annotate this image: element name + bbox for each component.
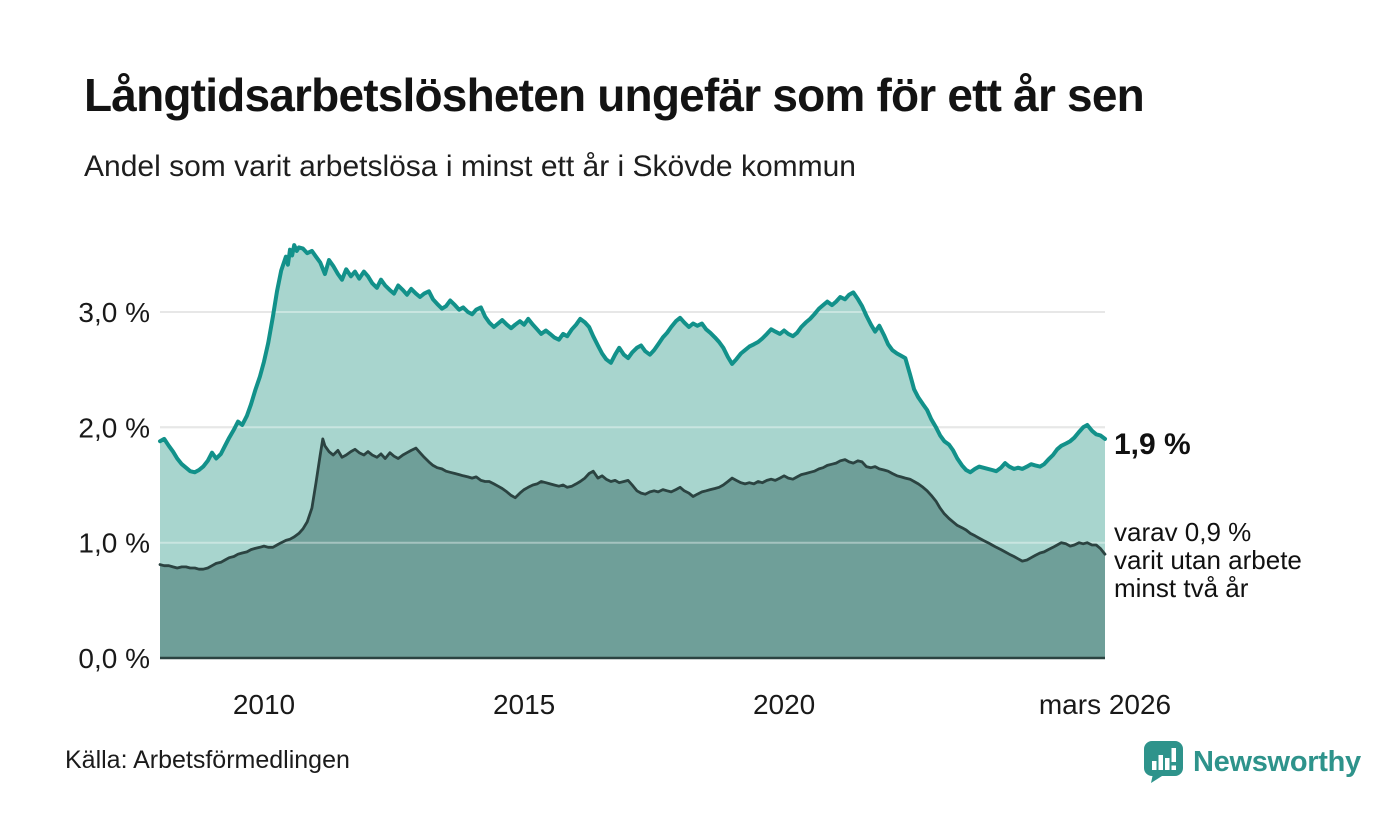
two-year-line xyxy=(158,437,1107,571)
newsworthy-logo-icon xyxy=(1144,740,1183,783)
two-year-note-line: minst två år xyxy=(1114,573,1249,603)
logo-exclamation-dot-icon xyxy=(1171,765,1176,770)
logo-bar-icon xyxy=(1158,754,1163,770)
one-year-line xyxy=(158,243,1107,475)
two-year-note: varav 0,9 % varit utan arbete minst två … xyxy=(1114,518,1302,602)
two-year-area xyxy=(160,438,1105,658)
logo-bar-icon xyxy=(1152,760,1157,770)
two-year-note-line: varit utan arbete xyxy=(1114,545,1302,575)
page-title: Långtidsarbetslösheten ungefär som för e… xyxy=(84,69,1145,121)
page-subtitle: Andel som varit arbetslösa i minst ett å… xyxy=(84,150,856,183)
logo-exclamation-icon xyxy=(1171,747,1176,762)
x-tick-label: mars 2026 xyxy=(1039,689,1171,720)
brand-name: Newsworthy xyxy=(1193,745,1361,778)
source-note: Källa: Arbetsförmedlingen xyxy=(65,746,350,774)
newsworthy-brand: Newsworthy xyxy=(1144,740,1361,784)
two-year-note-line: varav 0,9 % xyxy=(1114,517,1252,547)
x-tick-label: 2010 xyxy=(233,689,295,720)
logo-bar-icon xyxy=(1165,757,1170,770)
y-tick-label: 2,0 % xyxy=(78,412,150,443)
x-tick-label: 2020 xyxy=(753,689,815,720)
y-tick-label: 0,0 % xyxy=(78,643,150,674)
y-tick-label: 1,0 % xyxy=(78,528,150,559)
y-tick-label: 3,0 % xyxy=(78,297,150,328)
latest-value-label: 1,9 % xyxy=(1114,428,1191,461)
x-tick-label: 2015 xyxy=(493,689,555,720)
